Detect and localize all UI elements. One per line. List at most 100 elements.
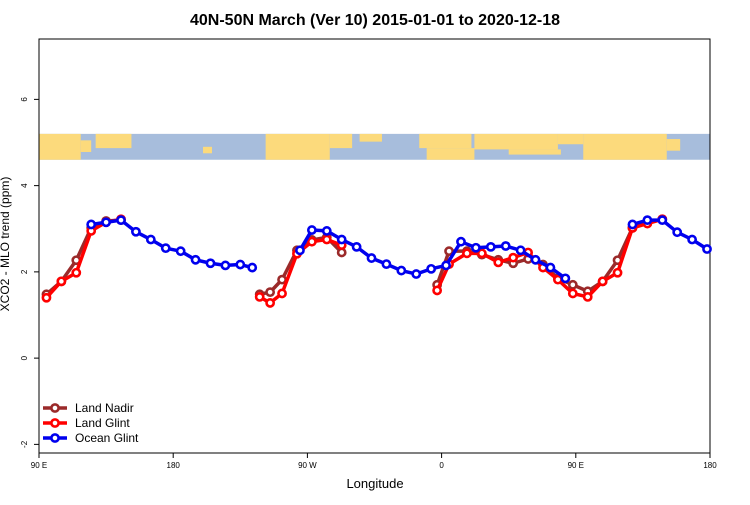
x-tick-label-2: 180 xyxy=(167,461,181,470)
ocean-glint-point-30 xyxy=(545,262,556,273)
ocean-glint-point-21 xyxy=(411,269,422,279)
land-glint-line-1 xyxy=(44,217,123,300)
x-tick-label-4: 0 xyxy=(439,461,444,470)
land-glint-point-9 xyxy=(277,288,287,299)
legend-label-land-glint: Land Glint xyxy=(75,416,130,430)
ocean-glint-point-25 xyxy=(470,242,481,253)
plot-area: 90 E 180 90 W 0 90 E 180 -2 0 2 4 6 xyxy=(20,38,717,470)
ocean-glint-point-35 xyxy=(672,227,683,238)
land-glint-point-19 xyxy=(508,252,519,263)
y-tick-label-4: 4 xyxy=(20,183,29,188)
legend-label-land-nadir: Land Nadir xyxy=(75,401,134,415)
x-axis-label: Longitude xyxy=(346,476,403,491)
ocean-glint-point-1 xyxy=(86,219,97,230)
land-glint-point-23 xyxy=(567,288,578,299)
ocean-glint-point-3 xyxy=(116,215,126,226)
land-glint-point-8 xyxy=(265,298,276,308)
land-glint-point-1 xyxy=(41,292,52,303)
land-glint-line-3 xyxy=(435,217,665,299)
ocean-glint-point-15 xyxy=(321,226,332,236)
map-band-land-6 xyxy=(329,133,353,149)
ocean-glint-point-2 xyxy=(101,217,111,228)
ocean-glint-point-6 xyxy=(160,243,171,254)
ocean-glint-point-11 xyxy=(235,259,246,270)
legend-label-ocean-glint: Ocean Glint xyxy=(75,431,139,445)
land-glint-point-18 xyxy=(493,257,504,268)
ocean-glint-point-16 xyxy=(336,234,347,245)
land-glint-point-12 xyxy=(321,234,332,245)
x-tick-label-1: 90 E xyxy=(31,461,47,470)
ocean-glint-point-23 xyxy=(441,260,451,271)
ocean-glint-point-12 xyxy=(247,262,258,273)
land-glint-point-16 xyxy=(462,248,472,259)
ocean-glint-point-10 xyxy=(220,260,231,271)
y-tick-label-2: 0 xyxy=(20,355,29,360)
land-nadir-point-8 xyxy=(265,287,276,298)
map-band-land-3 xyxy=(95,133,132,149)
y-tick-label-5: 6 xyxy=(20,97,29,102)
map-band-land-14 xyxy=(666,139,681,151)
ocean-glint-point-20 xyxy=(396,265,407,276)
chart-title: 40N-50N March (Ver 10) 2015-01-01 to 202… xyxy=(190,12,560,29)
ocean-glint-point-34 xyxy=(657,215,668,226)
map-band-land-2 xyxy=(80,140,92,152)
map-band-land-8 xyxy=(419,133,472,149)
ocean-glint-point-28 xyxy=(515,245,526,256)
ocean-glint-point-5 xyxy=(145,234,156,245)
legend-marker-ocean-glint xyxy=(50,433,60,443)
ocean-glint-point-29 xyxy=(530,254,541,265)
x-tick-label-5: 90 E xyxy=(568,461,584,470)
ocean-glint-point-19 xyxy=(381,259,392,270)
ocean-glint-point-9 xyxy=(205,258,216,269)
ocean-glint-point-14 xyxy=(306,225,317,235)
map-band-land-4 xyxy=(203,146,212,154)
ocean-glint-point-36 xyxy=(687,234,698,245)
land-glint-point-22 xyxy=(553,274,563,285)
ocean-glint-point-13 xyxy=(295,245,305,256)
ocean-glint-point-18 xyxy=(366,253,377,263)
land-glint-point-14 xyxy=(432,285,443,296)
legend-marker-land-glint xyxy=(50,418,60,428)
ocean-glint-point-22 xyxy=(426,263,437,274)
ocean-glint-point-27 xyxy=(500,241,511,251)
map-band-land-10 xyxy=(474,133,558,150)
map-band-land-11 xyxy=(508,149,561,155)
ocean-glint-line-1 xyxy=(89,218,254,270)
map-band-land-1 xyxy=(39,133,81,160)
ocean-glint-point-17 xyxy=(351,241,362,252)
land-glint-point-24 xyxy=(582,291,593,302)
map-band-land-13 xyxy=(583,133,667,160)
land-nadir-point-15 xyxy=(444,246,454,257)
land-glint-point-17 xyxy=(476,248,487,259)
map-band-land-12 xyxy=(557,133,584,145)
legend-marker-land-nadir xyxy=(50,403,60,413)
ocean-glint-point-32 xyxy=(627,219,638,230)
y-tick-label-1: -2 xyxy=(20,440,29,448)
x-tick-label-3: 90 W xyxy=(298,461,317,470)
y-tick-label-3: 2 xyxy=(20,269,29,274)
map-band-land-5 xyxy=(265,133,330,160)
land-glint-point-3 xyxy=(71,267,82,278)
land-nadir-point-23 xyxy=(567,279,578,290)
ocean-glint-point-4 xyxy=(131,226,141,237)
ocean-glint-point-31 xyxy=(560,273,571,284)
ocean-glint-point-26 xyxy=(485,241,496,252)
land-glint-point-26 xyxy=(612,267,623,278)
x-tick-label-6: 180 xyxy=(703,461,717,470)
map-band-land-9 xyxy=(426,148,475,160)
ocean-glint-point-7 xyxy=(175,246,186,257)
land-glint-point-2 xyxy=(56,276,67,287)
map-band-land-7 xyxy=(359,133,382,142)
land-glint-point-25 xyxy=(597,276,608,287)
ocean-glint-point-8 xyxy=(190,254,201,265)
land-glint-point-11 xyxy=(306,236,317,247)
ocean-glint-point-33 xyxy=(642,215,653,226)
land-glint-point-7 xyxy=(254,291,265,302)
ocean-glint-point-37 xyxy=(702,244,712,254)
y-axis-label: XCO2 - MLO trend (ppm) xyxy=(0,177,12,312)
ocean-glint-point-24 xyxy=(456,236,466,247)
plot-frame xyxy=(38,38,711,454)
